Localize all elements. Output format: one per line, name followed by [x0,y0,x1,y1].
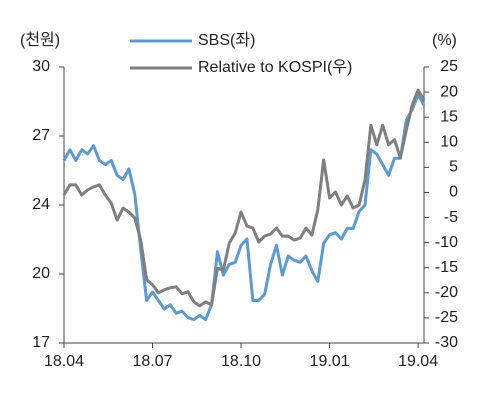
y2-tick-label: -10 [435,234,458,251]
y2-tick-label: 0 [449,184,458,201]
y2-tick-label: 10 [440,133,458,150]
y2-tick-label: 25 [440,58,458,75]
x-tick-label: 18.10 [221,353,261,370]
series-line [62,88,426,308]
y2-tick-label: 5 [449,159,458,176]
x-tick-label: 18.04 [44,353,84,370]
y-tick-label: 27 [32,127,50,144]
y2-tick-label: -30 [435,334,458,351]
y2-tick-label: 20 [440,83,458,100]
y-axis-label: (천원) [20,31,60,49]
legend-label: Relative to KOSPI(우) [198,59,352,76]
y2-tick-label: -20 [435,284,458,301]
y-tick-label: 24 [32,196,50,213]
y-tick-label: 30 [32,58,50,75]
y2-tick-label: -25 [435,309,458,326]
x-tick-label: 19.01 [310,353,350,370]
y2-tick-label: -15 [435,259,458,276]
y2-axis-label: (%) [432,32,457,49]
y2-tick-label: -5 [444,209,458,226]
x-tick-label: 18.07 [133,353,173,370]
series-line [62,93,426,322]
legend-label: SBS(좌) [198,31,255,49]
x-tick-label: 19.04 [398,353,438,370]
y-tick-label: 17 [32,334,50,351]
y2-tick-label: 15 [440,108,458,125]
y-tick-label: 20 [32,265,50,282]
